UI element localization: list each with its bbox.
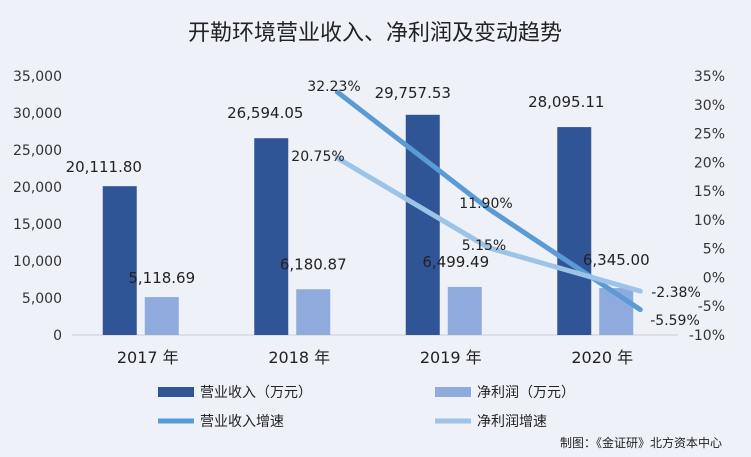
revenue-growth-label: -5.59% bbox=[650, 313, 700, 329]
y-left-tick-label: 10,000 bbox=[13, 254, 62, 270]
y-right-tick-label: 5% bbox=[703, 242, 725, 258]
legend-net-profit-swatch bbox=[435, 387, 471, 397]
axes: 0 5,000 10,000 15,000 20,000 25,000 30,000 35,0… bbox=[13, 69, 725, 367]
y-right-tick-label: 0% bbox=[703, 270, 725, 286]
net-profit-growth-label: 5.15% bbox=[462, 238, 506, 254]
net-profit-growth-label: 20.75% bbox=[291, 149, 344, 165]
net-profit-bar-label: 5,118.69 bbox=[128, 269, 195, 287]
y-left-tick-label: 20,000 bbox=[13, 180, 62, 196]
x-tick-label: 2019 年 bbox=[420, 348, 482, 367]
net-profit-bar-label: 6,180.87 bbox=[280, 255, 347, 273]
y-right-tick-label: 25% bbox=[694, 127, 725, 143]
legend-revenue-swatch bbox=[158, 387, 194, 397]
revenue-bar-label: 26,594.05 bbox=[227, 104, 303, 122]
revenue-growth-label: 11.90% bbox=[459, 196, 512, 212]
net-profit-bar-label: 6,499.49 bbox=[422, 253, 489, 271]
y-right-tick-label: 20% bbox=[694, 155, 725, 171]
revenue-bar bbox=[102, 186, 137, 335]
y-right-tick-label: 30% bbox=[694, 98, 725, 114]
revenue-bar bbox=[557, 127, 592, 335]
net-profit-bar-label: 6,345.00 bbox=[583, 251, 650, 269]
revenue-bar-label: 29,757.53 bbox=[375, 84, 451, 102]
legend: 营业收入（万元） 净利润（万元） 营业收入增速 净利润增速 bbox=[158, 385, 575, 430]
y-left-tick-label: 0 bbox=[53, 328, 62, 344]
y-right-tick-label: -5% bbox=[698, 299, 725, 315]
data-labels: 20,111.80 26,594.05 29,757.53 28,095.11 5,11… bbox=[66, 79, 701, 329]
chart-title: 开勒环境营业收入、净利润及变动趋势 bbox=[188, 21, 562, 46]
revenue-bar-label: 28,095.11 bbox=[528, 93, 604, 111]
y-right-tick-label: 10% bbox=[694, 213, 725, 229]
y-left-tick-label: 15,000 bbox=[13, 217, 62, 233]
net-profit-bar bbox=[447, 286, 482, 335]
net-profit-bar bbox=[296, 289, 331, 335]
revenue-bar-label: 20,111.80 bbox=[66, 158, 142, 176]
legend-revenue-growth-label: 营业收入增速 bbox=[200, 414, 284, 430]
bars bbox=[102, 114, 634, 335]
y-right-tick-label: -10% bbox=[689, 328, 725, 344]
x-tick-label: 2020 年 bbox=[571, 348, 633, 367]
y-right-tick-label: 15% bbox=[694, 184, 725, 200]
net-profit-growth-line bbox=[334, 155, 643, 294]
y-left-tick-label: 25,000 bbox=[13, 143, 62, 159]
revenue-bar bbox=[254, 138, 289, 335]
growth-lines bbox=[334, 89, 643, 313]
y-left-tick-label: 35,000 bbox=[13, 69, 62, 85]
legend-revenue-label: 营业收入（万元） bbox=[200, 385, 312, 401]
revenue-growth-label: 32.23% bbox=[307, 79, 360, 95]
y-left-tick-label: 30,000 bbox=[13, 106, 62, 122]
net-profit-bar bbox=[144, 297, 179, 335]
x-tick-label: 2017 年 bbox=[117, 348, 179, 367]
y-left-tick-label: 5,000 bbox=[22, 291, 62, 307]
source-note: 制图：《金证研》北方资本中心 bbox=[560, 435, 722, 450]
legend-net-profit-label: 净利润（万元） bbox=[477, 385, 575, 401]
y-right-tick-label: 35% bbox=[694, 69, 725, 85]
net-profit-growth-label: -2.38% bbox=[651, 285, 701, 301]
x-tick-label: 2018 年 bbox=[268, 348, 330, 367]
legend-net-profit-growth-label: 净利润增速 bbox=[477, 414, 547, 430]
